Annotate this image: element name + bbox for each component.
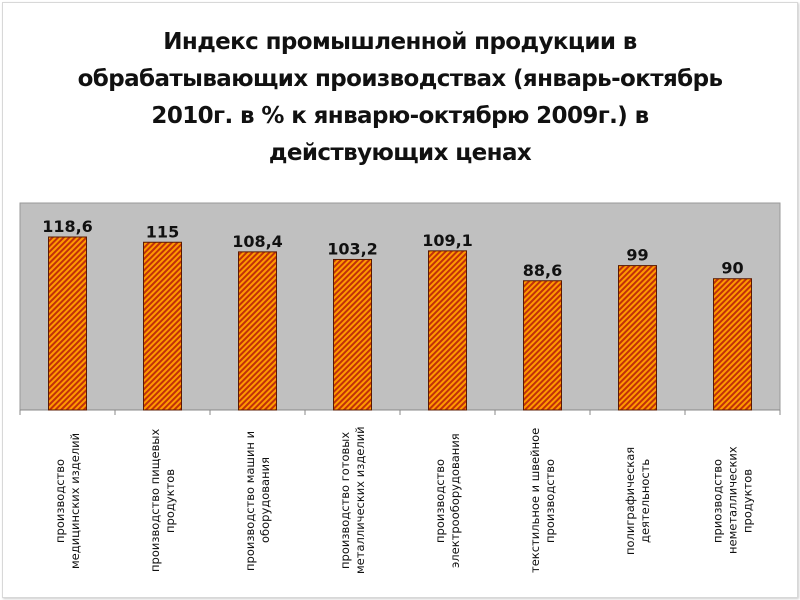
- data-label: 90: [721, 259, 743, 278]
- x-tick-label: производство электрооборудования: [432, 433, 462, 568]
- bar: [48, 236, 87, 411]
- bar: [143, 241, 182, 411]
- bar: [713, 278, 752, 411]
- bar: [618, 265, 657, 411]
- chart-title: Индекс промышленной продукции в обрабаты…: [77, 29, 723, 166]
- bar: [238, 251, 277, 411]
- x-tick-label: производство пищевых продуктов: [147, 428, 177, 573]
- x-tick-label: производство готовых металлических издел…: [337, 426, 367, 575]
- x-tick-label: производство медицинских изделий: [52, 432, 82, 569]
- bar: [523, 280, 562, 411]
- data-label: 88,6: [523, 261, 562, 280]
- data-label: 103,2: [327, 239, 378, 258]
- x-tick-label: производство машин и оборудования: [242, 430, 272, 571]
- plot-area: [19, 202, 781, 411]
- data-label: 108,4: [232, 232, 283, 251]
- data-label: 115: [146, 222, 179, 241]
- x-tick-label: полиграфическая деятельность: [622, 446, 652, 555]
- x-tick-label: текстильное и швейное производство: [527, 427, 557, 574]
- x-tick-label: приозводство неметаллических продуктов: [710, 446, 754, 555]
- data-label: 99: [626, 246, 648, 265]
- bar: [428, 250, 467, 411]
- data-label: 109,1: [422, 231, 473, 250]
- data-label: 118,6: [42, 217, 93, 236]
- bar: [333, 258, 372, 411]
